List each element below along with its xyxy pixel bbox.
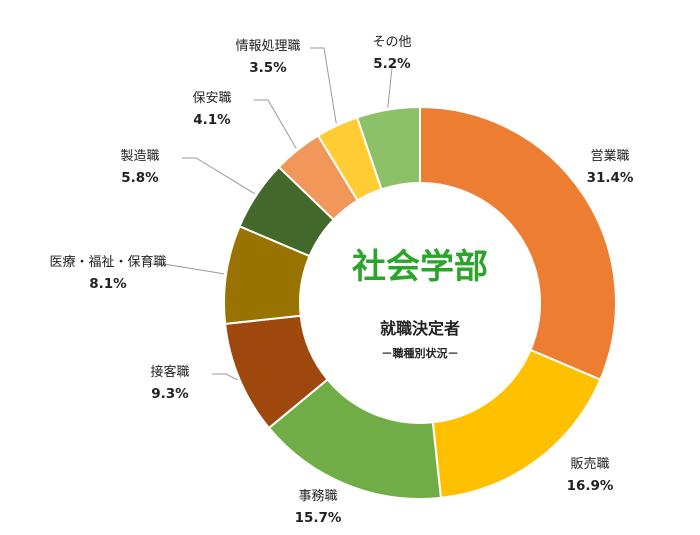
slice-value-9: 5.2% bbox=[373, 56, 411, 72]
leader-line-5 bbox=[150, 263, 225, 275]
leader-line-7 bbox=[254, 99, 297, 149]
slice-label-1: 営業職 bbox=[590, 148, 629, 164]
leader-lines bbox=[150, 47, 393, 381]
slice-labels: 営業職 31.4% 販売職 16.9% 事務職 15.7% 接客職 9.3% 医療・福祉・保育職… bbox=[49, 35, 633, 526]
slice-2 bbox=[431, 348, 602, 499]
slice-label-4: 接客職 bbox=[150, 364, 189, 380]
slices-group bbox=[223, 105, 617, 500]
chart-subtitle-secondary: －職種別状況－ bbox=[382, 346, 459, 360]
leader-line-8 bbox=[310, 47, 337, 124]
slice-value-8: 3.5% bbox=[249, 60, 287, 76]
leader-line-9 bbox=[387, 67, 393, 108]
slice-value-3: 15.7% bbox=[295, 510, 342, 526]
slice-value-2: 16.9% bbox=[567, 478, 614, 494]
slice-label-9: その他 bbox=[372, 35, 411, 50]
slice-label-2: 販売職 bbox=[570, 456, 609, 472]
slice-9 bbox=[355, 105, 421, 191]
slice-label-5: 医療・福祉・保育職 bbox=[49, 254, 166, 270]
chart-title: 社会学部 bbox=[352, 247, 488, 287]
slice-value-6: 5.8% bbox=[121, 170, 159, 186]
slice-label-3: 事務職 bbox=[298, 489, 337, 504]
chart-subtitle: 就職決定者 bbox=[380, 319, 460, 338]
leader-line-4 bbox=[212, 373, 238, 381]
slice-value-7: 4.1% bbox=[193, 112, 231, 128]
slice-label-6: 製造職 bbox=[120, 149, 159, 164]
slice-1 bbox=[419, 105, 617, 382]
slice-label-7: 保安職 bbox=[192, 91, 231, 106]
slice-value-5: 8.1% bbox=[89, 276, 127, 292]
slice-value-1: 31.4% bbox=[587, 170, 634, 186]
leader-line-6 bbox=[182, 157, 256, 195]
slice-value-4: 9.3% bbox=[151, 386, 189, 402]
slice-label-8: 情報処理職 bbox=[235, 39, 300, 54]
